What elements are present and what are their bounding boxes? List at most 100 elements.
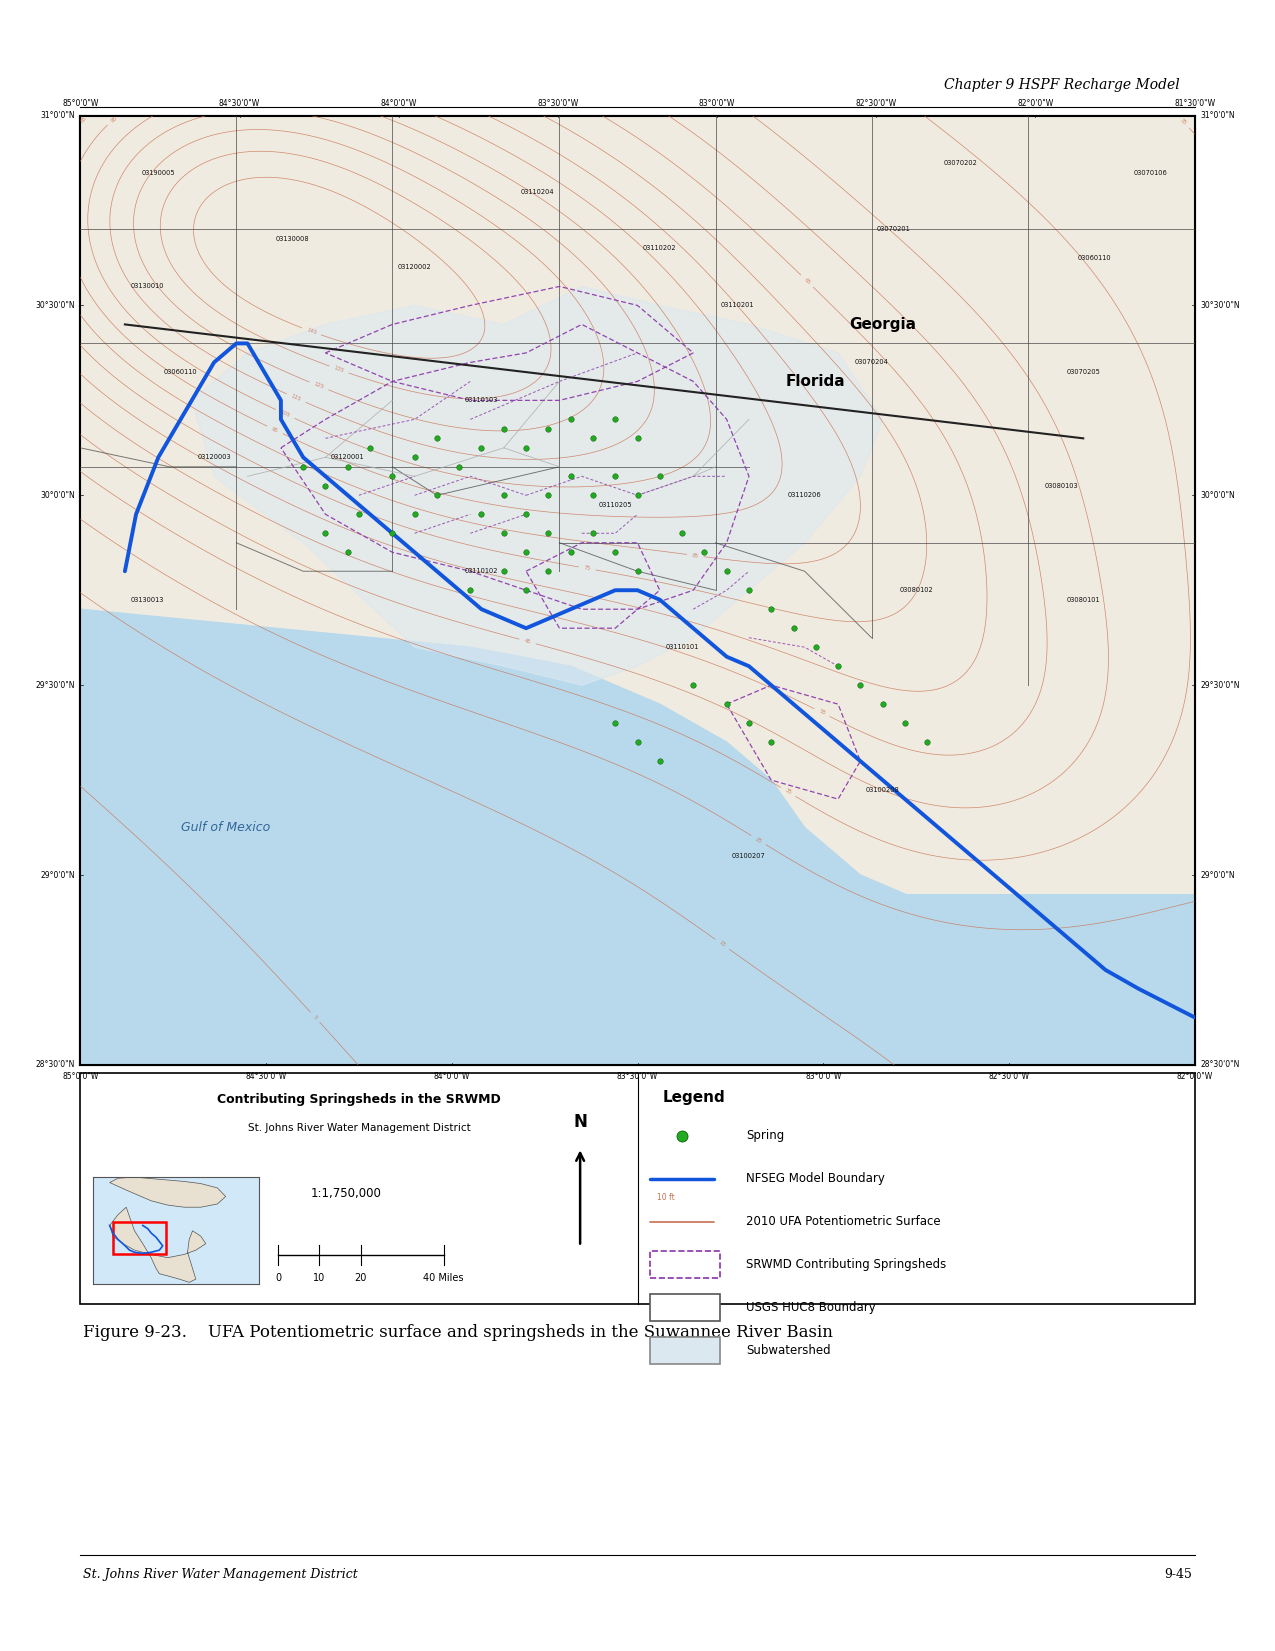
Text: 82°0'0"W: 82°0'0"W: [1017, 99, 1053, 107]
Text: 82°30'0"W: 82°30'0"W: [856, 99, 896, 107]
Bar: [80, 116, 1195, 1065]
Text: 9-45: 9-45: [1164, 1568, 1192, 1582]
Text: 105: 105: [279, 409, 291, 418]
Text: Georgia: Georgia: [849, 317, 917, 332]
Text: 03070204: 03070204: [854, 360, 889, 365]
Text: 35: 35: [784, 788, 792, 796]
Text: 81°30'0"W: 81°30'0"W: [1174, 99, 1215, 107]
Polygon shape: [110, 1207, 205, 1283]
Text: 83°30'0"W: 83°30'0"W: [537, 99, 579, 107]
Text: 95: 95: [110, 116, 119, 124]
Text: 30°30'0"N: 30°30'0"N: [36, 300, 75, 310]
Text: 115: 115: [291, 393, 302, 403]
Text: 83°30'0"W: 83°30'0"W: [617, 1073, 658, 1081]
Text: Subwatershed: Subwatershed: [746, 1344, 830, 1357]
Text: 03100208: 03100208: [866, 786, 900, 792]
Text: 03080101: 03080101: [1066, 596, 1100, 603]
Text: 1:1,750,000: 1:1,750,000: [311, 1187, 381, 1200]
Text: 85°0'0"W: 85°0'0"W: [62, 1073, 98, 1081]
Text: 28°30'0"N: 28°30'0"N: [36, 1060, 75, 1070]
Text: 30°30'0"N: 30°30'0"N: [1200, 300, 1239, 310]
Text: N: N: [574, 1113, 586, 1131]
Text: 29°30'0"N: 29°30'0"N: [1200, 680, 1239, 690]
Polygon shape: [191, 287, 882, 685]
Text: 03070205: 03070205: [1066, 368, 1100, 375]
Text: St. Johns River Water Management District: St. Johns River Water Management Distric…: [83, 1568, 357, 1582]
Text: 03130008: 03130008: [275, 236, 309, 243]
Bar: [650, 1337, 720, 1364]
Text: 2010 UFA Potentiometric Surface: 2010 UFA Potentiometric Surface: [746, 1215, 941, 1228]
Text: 31°0'0"N: 31°0'0"N: [1200, 111, 1235, 121]
Text: SRWMD Contributing Springsheds: SRWMD Contributing Springsheds: [746, 1258, 946, 1271]
Text: 84°30'0"W: 84°30'0"W: [219, 99, 260, 107]
Text: 03110204: 03110204: [520, 188, 555, 195]
Text: 10: 10: [314, 1273, 325, 1283]
Text: 03110202: 03110202: [643, 246, 677, 251]
Text: USGS HUC8 Boundary: USGS HUC8 Boundary: [746, 1301, 876, 1314]
Text: 84°0'0"W: 84°0'0"W: [434, 1073, 470, 1081]
Text: 84°0'0"W: 84°0'0"W: [380, 99, 417, 107]
Text: 65: 65: [803, 277, 811, 286]
Text: 82°30'0"W: 82°30'0"W: [988, 1073, 1029, 1081]
Text: 5: 5: [312, 1014, 319, 1020]
Text: 75: 75: [583, 565, 592, 571]
Text: Florida: Florida: [785, 373, 845, 390]
Text: 83°0'0"W: 83°0'0"W: [699, 99, 736, 107]
Text: 03080102: 03080102: [899, 588, 933, 593]
Text: 82°0'0"W: 82°0'0"W: [1177, 1073, 1213, 1081]
Text: 55: 55: [817, 708, 826, 717]
Text: 85: 85: [80, 116, 88, 124]
Text: 84°30'0"W: 84°30'0"W: [245, 1073, 287, 1081]
Text: 03080103: 03080103: [1044, 482, 1077, 489]
Text: 95: 95: [270, 426, 279, 434]
Text: 30°0'0"N: 30°0'0"N: [40, 490, 75, 500]
Text: 15: 15: [718, 939, 727, 948]
Text: 03110201: 03110201: [722, 302, 755, 309]
Text: 03120002: 03120002: [398, 264, 431, 271]
Polygon shape: [110, 1177, 226, 1207]
Text: Chapter 9 HSPF Recharge Model: Chapter 9 HSPF Recharge Model: [944, 79, 1179, 92]
Text: 20: 20: [354, 1273, 367, 1283]
Text: 135: 135: [333, 365, 344, 373]
Text: 29°30'0"N: 29°30'0"N: [36, 680, 75, 690]
Text: Spring: Spring: [746, 1129, 784, 1142]
Bar: [80, 116, 1195, 895]
Text: 03070201: 03070201: [877, 226, 910, 233]
Text: 03070106: 03070106: [1133, 170, 1167, 175]
Text: St. Johns River Water Management District: St. Johns River Water Management Distric…: [247, 1123, 470, 1133]
Text: 03110102: 03110102: [465, 568, 499, 575]
Text: 35: 35: [1179, 117, 1188, 125]
Text: 03190005: 03190005: [142, 170, 175, 175]
Text: 30°0'0"N: 30°0'0"N: [1200, 490, 1235, 500]
Bar: [650, 1251, 720, 1278]
Text: 03120003: 03120003: [198, 454, 231, 461]
Text: 31°0'0"N: 31°0'0"N: [40, 111, 75, 121]
Text: 03060110: 03060110: [1077, 254, 1112, 261]
Bar: [113, 1222, 166, 1255]
Text: 10 ft: 10 ft: [657, 1194, 674, 1202]
Text: 03070202: 03070202: [944, 160, 978, 167]
Text: 03110205: 03110205: [598, 502, 632, 509]
Text: 85°0'0"W: 85°0'0"W: [62, 99, 98, 107]
Text: 85: 85: [691, 553, 699, 558]
Text: 29°0'0"N: 29°0'0"N: [40, 870, 75, 880]
Text: 03110103: 03110103: [465, 398, 499, 403]
Text: 03130013: 03130013: [130, 596, 164, 603]
Bar: [80, 1073, 1195, 1304]
Text: 25: 25: [755, 835, 762, 844]
Text: NFSEG Model Boundary: NFSEG Model Boundary: [746, 1172, 885, 1185]
Text: 03130010: 03130010: [130, 284, 164, 289]
Text: 40 Miles: 40 Miles: [423, 1273, 464, 1283]
Polygon shape: [80, 609, 1195, 1065]
Text: 0: 0: [275, 1273, 280, 1283]
Text: Figure 9-23.    UFA Potentiometric surface and springsheds in the Suwannee River: Figure 9-23. UFA Potentiometric surface …: [83, 1324, 833, 1341]
Text: 83°0'0"W: 83°0'0"W: [805, 1073, 842, 1081]
Bar: [650, 1294, 720, 1321]
Text: 145: 145: [306, 327, 317, 335]
Text: 125: 125: [314, 381, 325, 390]
Text: Gulf of Mexico: Gulf of Mexico: [181, 821, 270, 834]
Text: 03100207: 03100207: [732, 854, 766, 859]
Text: Legend: Legend: [663, 1090, 725, 1105]
Text: 03110101: 03110101: [666, 644, 699, 650]
Text: 03110206: 03110206: [788, 492, 821, 499]
